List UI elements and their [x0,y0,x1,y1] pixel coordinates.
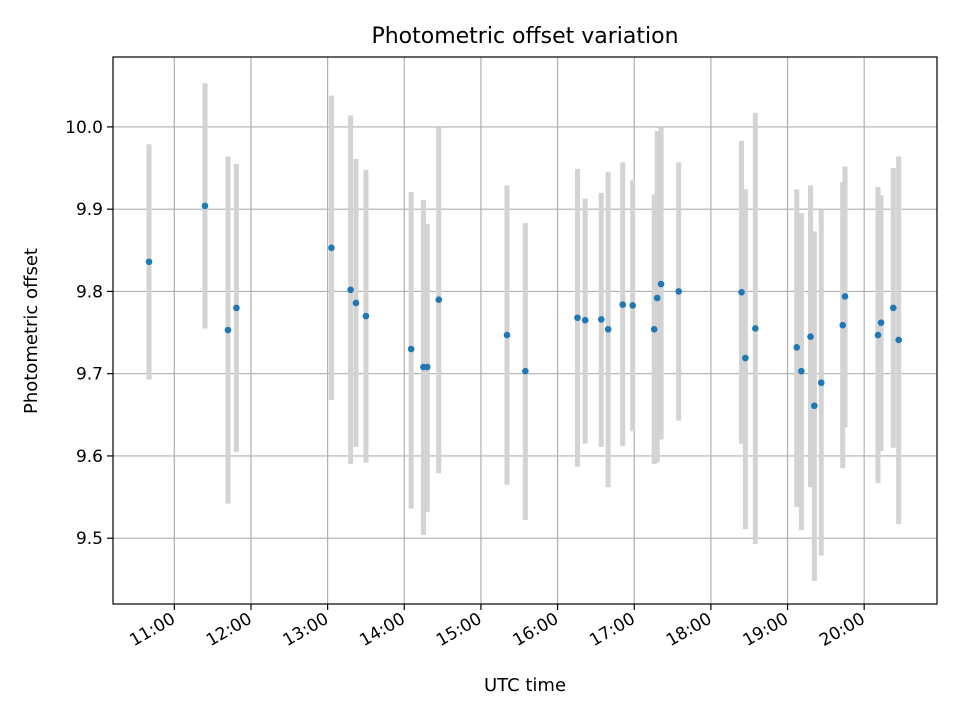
data-point [597,316,605,323]
data-point [423,363,431,371]
data-point [328,244,335,252]
data-point [798,367,805,375]
data-point [435,296,443,303]
y-tick-label: 9.8 [76,282,103,302]
data-point [817,379,825,387]
data-point [201,202,209,210]
data-point [224,326,232,334]
data-point [738,288,745,296]
data-point [233,304,240,312]
data-point [604,325,612,333]
y-axis-label: Photometric offset [21,248,42,414]
data-points [145,202,902,410]
data-point [503,331,511,339]
data-point [839,321,847,329]
y-ticks: 9.5 9.6 9.7 9.8 9.9 10.0 [65,118,113,549]
data-point [522,367,529,375]
y-tick-label: 10.0 [65,118,103,138]
data-point [145,258,153,266]
data-point [347,286,354,294]
data-point [752,325,759,332]
data-point [675,288,682,295]
y-tick-label: 9.6 [76,447,103,467]
data-point [895,336,902,344]
data-point [874,331,882,339]
data-point [650,325,658,333]
data-point [362,312,370,320]
data-point [407,345,415,353]
x-axis-label: UTC time [484,675,566,696]
data-point [807,333,814,340]
y-tick-label: 9.7 [76,365,103,385]
data-point [811,402,818,410]
data-point [841,293,849,300]
data-point [890,304,897,312]
data-point [877,319,885,326]
data-point [793,344,801,351]
y-tick-label: 9.9 [76,200,103,220]
data-point [619,301,627,308]
data-point [352,299,360,307]
chart-title: Photometric offset variation [371,24,678,49]
data-point [653,294,661,302]
data-point [581,316,589,324]
y-tick-label: 9.5 [76,529,103,549]
data-point [657,280,665,288]
data-point [629,302,636,309]
data-point [574,314,581,322]
data-point [742,354,749,362]
plot-frame [112,56,938,605]
